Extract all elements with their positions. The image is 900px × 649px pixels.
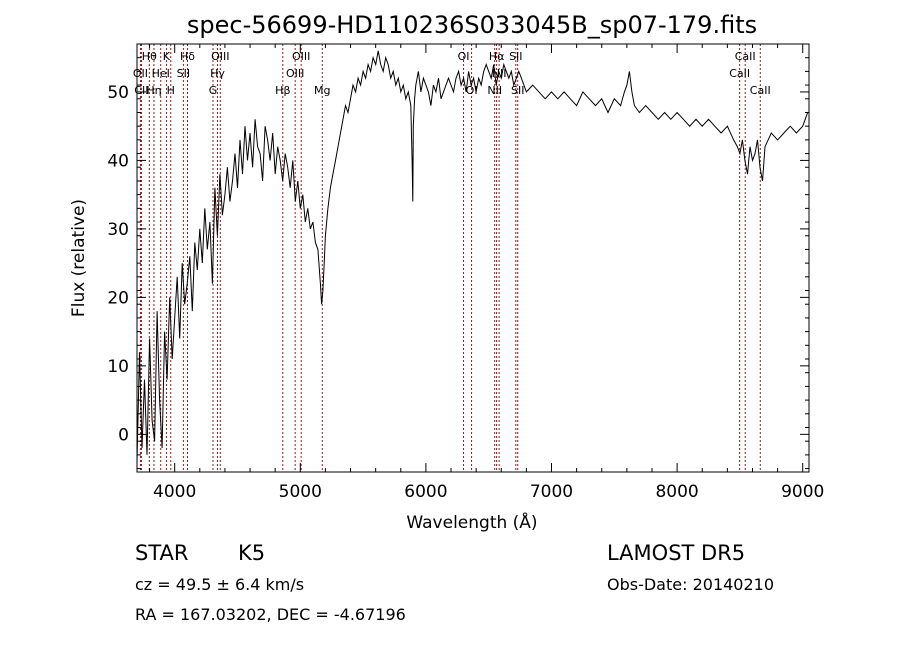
line-marker-label: CII (134, 84, 148, 97)
line-marker-label: OIII (211, 50, 229, 63)
y-tick-label: 10 (107, 357, 129, 377)
chart-title: spec-56699-HD110236S033045B_sp07-179.fit… (187, 11, 757, 39)
line-marker-label: CaII (735, 50, 756, 63)
y-tick-label: 30 (107, 220, 129, 240)
line-marker-label: HeI (152, 67, 170, 80)
x-tick-label: 7000 (530, 482, 573, 502)
line-marker-label: Hθ (142, 50, 157, 63)
x-tick-label: 4000 (153, 482, 196, 502)
line-marker-label: Mg (314, 84, 330, 97)
line-markers (139, 44, 761, 472)
line-marker-labels: HθOIICIIHηHeIKHSIIHδGHγOIIIHβOIIIOIIIMgO… (133, 50, 771, 97)
line-marker-label: SII (177, 67, 190, 80)
line-marker-label: SII (511, 84, 524, 97)
observation-date: Obs-Date: 20140210 (607, 575, 774, 594)
ra-dec: RA = 167.03202, DEC = -4.67196 (135, 605, 406, 624)
y-axis-label: Flux (relative) (69, 199, 89, 317)
line-marker-label: G (209, 84, 218, 97)
y-tick-label: 40 (107, 151, 129, 171)
spectrum-line (137, 50, 809, 462)
line-marker-label: OI (466, 84, 478, 97)
line-marker-label: SII (509, 50, 522, 63)
line-marker-label: CaII (729, 67, 750, 80)
object-subclass: K5 (238, 541, 265, 565)
line-marker-label: CaII (750, 84, 771, 97)
line-marker-label: Hβ (275, 84, 290, 97)
x-axis-label: Wavelength (Å) (406, 511, 537, 533)
survey-name: LAMOST DR5 (607, 541, 745, 565)
y-tick-label: 50 (107, 83, 129, 103)
plot-frame (136, 43, 810, 473)
plot-area (137, 50, 809, 462)
line-marker-label: Hδ (180, 50, 195, 63)
x-tick-label: 8000 (655, 482, 698, 502)
y-tick-label: 20 (107, 288, 129, 308)
line-marker-label: K (163, 50, 171, 63)
line-marker-label: OI (458, 50, 470, 63)
line-marker-label: Hη (146, 84, 161, 97)
line-marker-label: Hγ (210, 67, 225, 80)
line-marker-label: H (167, 84, 175, 97)
x-tick-label: 5000 (279, 482, 322, 502)
y-tick-label: 0 (118, 425, 129, 445)
line-marker-label: NII (487, 84, 502, 97)
line-marker-label: OIII (292, 50, 310, 63)
x-tick-label: 9000 (781, 482, 824, 502)
x-tick-label: 6000 (404, 482, 447, 502)
object-class: STAR (135, 541, 188, 565)
line-marker-label: Hα (489, 50, 505, 63)
axes: 4000 5000 6000 7000 8000 9000 0 10 20 30 40 50 (107, 44, 824, 502)
line-marker-label: OIII (286, 67, 304, 80)
redshift-cz: cz = 49.5 ± 6.4 km/s (135, 575, 304, 594)
line-marker-label: OII (133, 67, 148, 80)
